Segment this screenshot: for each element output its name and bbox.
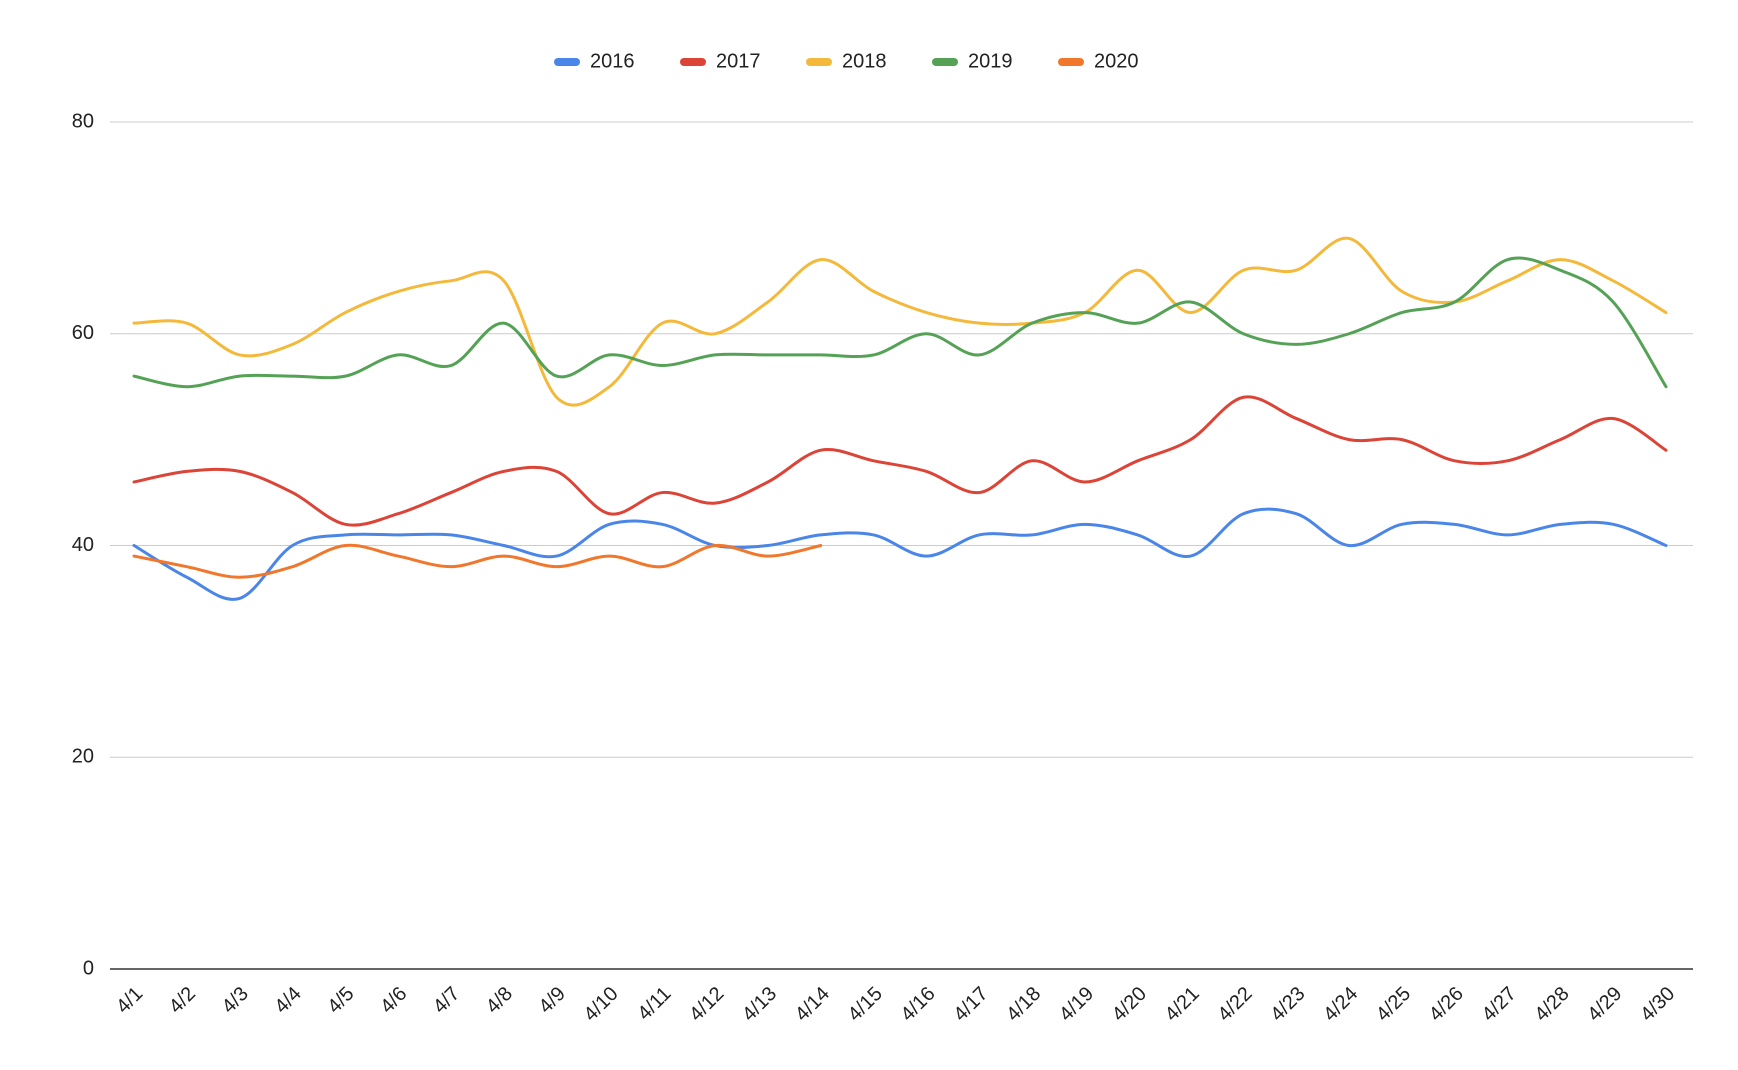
x-tick-label: 4/17 [949,983,992,1026]
x-tick-label: 4/30 [1636,983,1679,1026]
y-tick-label: 0 [83,957,94,979]
x-tick-label: 4/9 [535,983,570,1018]
x-tick-label: 4/27 [1478,983,1521,1026]
legend-label: 2019 [968,50,1013,72]
series-line [132,507,1668,601]
x-tick-label: 4/5 [323,983,358,1018]
x-tick-label: 4/1 [112,983,147,1018]
x-tick-label: 4/7 [429,983,464,1018]
legend-swatch [932,58,958,66]
x-tick-label: 4/20 [1108,983,1151,1026]
series-line [132,395,1668,527]
y-tick-label: 40 [72,534,94,556]
y-tick-label: 20 [72,746,94,768]
x-tick-label: 4/10 [580,983,623,1026]
legend-label: 2020 [1094,50,1139,72]
x-tick-label: 4/19 [1055,983,1098,1026]
x-tick-label: 4/11 [634,983,676,1025]
legend-swatch [554,58,580,66]
x-tick-label: 4/29 [1583,983,1626,1026]
x-tick-label: 4/13 [738,983,781,1026]
x-tick-label: 4/8 [482,983,517,1018]
x-tick-label: 4/3 [218,983,253,1018]
legend-label: 2017 [716,50,761,72]
x-tick-label: 4/23 [1266,983,1309,1026]
x-tick-label: 4/24 [1319,983,1362,1026]
x-tick-label: 4/25 [1372,983,1415,1026]
y-tick-label: 80 [72,110,94,132]
x-tick-label: 4/26 [1425,983,1468,1026]
x-tick-label: 4/22 [1214,983,1257,1026]
x-tick-label: 4/6 [376,983,411,1018]
legend-label: 2018 [842,50,887,72]
series-line [132,256,1668,389]
legend-swatch [1058,58,1084,66]
legend-label: 2016 [590,50,635,72]
x-tick-label: 4/28 [1531,983,1574,1026]
series-line [132,543,823,579]
x-tick-label: 4/15 [844,983,887,1026]
x-tick-label: 4/16 [897,983,940,1026]
legend-swatch [680,58,706,66]
y-tick-label: 60 [72,322,94,344]
x-tick-label: 4/18 [1002,983,1045,1026]
x-tick-label: 4/4 [271,983,306,1018]
x-tick-label: 4/14 [791,983,834,1026]
legend-swatch [806,58,832,66]
series-line [132,236,1668,407]
x-tick-label: 4/2 [165,983,200,1018]
x-tick-label: 4/21 [1161,983,1204,1026]
x-tick-label: 4/12 [685,983,728,1026]
